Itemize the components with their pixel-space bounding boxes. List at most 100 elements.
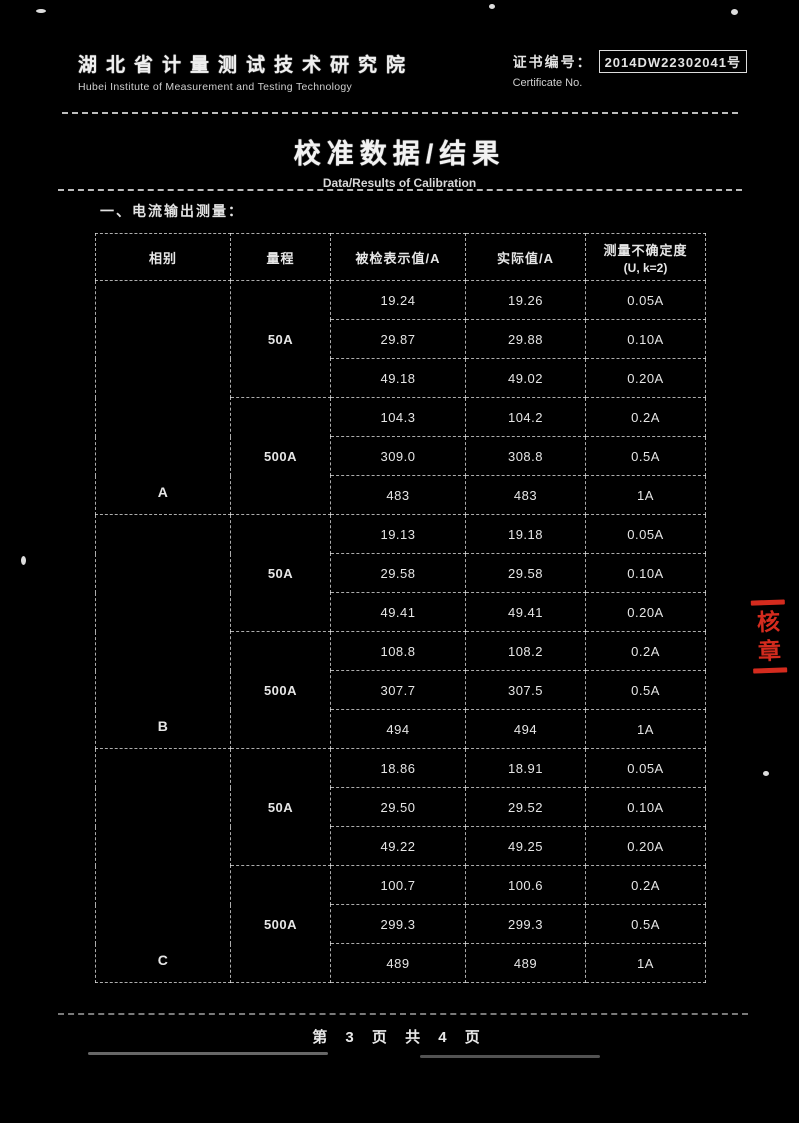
scan-noise [21, 556, 26, 565]
issuer-name-en: Hubei Institute of Measurement and Testi… [78, 81, 353, 93]
indicated-value: 19.24 [330, 280, 466, 320]
header-uncertainty-line2: (U, k=2) [623, 260, 668, 275]
indicated-value: 29.50 [330, 787, 466, 827]
indicated-value: 49.41 [330, 592, 466, 632]
range-cell: 50A [230, 748, 331, 866]
header-uncertainty-line1: 测量不确定度 [603, 242, 688, 258]
actual-value: 29.52 [465, 787, 586, 827]
actual-value: 307.5 [465, 670, 586, 710]
table-row: 500A 100.7 100.6 0.2A [96, 865, 706, 983]
actual-value: 29.58 [465, 553, 586, 593]
uncertainty-value: 0.5A [585, 904, 706, 944]
actual-value: 49.41 [465, 592, 586, 632]
actual-value: 19.18 [465, 514, 586, 554]
indicated-value: 19.13 [330, 514, 466, 554]
actual-value: 108.2 [465, 631, 586, 671]
uncertainty-value: 1A [585, 475, 706, 515]
range-cell: 500A [230, 397, 331, 515]
actual-value: 494 [465, 709, 586, 749]
actual-value: 104.2 [465, 397, 586, 437]
header-phase: 相别 [95, 233, 231, 281]
indicated-value: 299.3 [330, 904, 466, 944]
uncertainty-value: 0.2A [585, 631, 706, 671]
actual-value: 19.26 [465, 280, 586, 320]
uncertainty-value: 0.05A [585, 280, 706, 320]
table-row: 489 489 1A [96, 943, 706, 983]
indicated-value: 18.86 [330, 748, 466, 788]
scan-noise [88, 1052, 328, 1055]
table-row: 500A 104.3 104.2 0.2A [96, 397, 706, 515]
uncertainty-value: 0.10A [585, 553, 706, 593]
uncertainty-value: 0.10A [585, 319, 706, 359]
uncertainty-value: 1A [585, 943, 706, 983]
title-block: 校准数据/结果 Data/Results of Calibration [0, 132, 799, 190]
table-row: 299.3 299.3 0.5A [96, 904, 706, 944]
phase-cell-c: C [95, 748, 231, 983]
indicated-value: 307.7 [330, 670, 466, 710]
indicated-value: 29.87 [330, 319, 466, 359]
indicated-value: 29.58 [330, 553, 466, 593]
uncertainty-value: 0.05A [585, 748, 706, 788]
issuer-name-cn: 湖北省计量测试技术研究院 [78, 55, 415, 76]
indicated-value: 483 [330, 475, 466, 515]
table-row: 483 483 1A [96, 475, 706, 515]
table-row: 49.41 49.41 0.20A [96, 592, 706, 632]
scan-noise [420, 1055, 600, 1058]
actual-value: 49.25 [465, 826, 586, 866]
actual-value: 483 [465, 475, 586, 515]
table-row: 500A 108.8 108.2 0.2A [96, 631, 706, 749]
actual-value: 299.3 [465, 904, 586, 944]
scan-noise [489, 4, 495, 9]
section-label: 一、电流输出测量： [100, 203, 244, 219]
actual-value: 100.6 [465, 865, 586, 905]
table-row: 29.87 29.88 0.10A [96, 319, 706, 359]
page-title-en: Data/Results of Calibration [322, 176, 477, 190]
indicated-value: 489 [330, 943, 466, 983]
uncertainty-value: 0.10A [585, 787, 706, 827]
header-range: 量程 [230, 233, 331, 281]
page-number: 第 3 页 共 4 页 [312, 1029, 487, 1046]
footer-divider [58, 1013, 748, 1015]
uncertainty-value: 0.05A [585, 514, 706, 554]
indicated-value: 49.18 [330, 358, 466, 398]
uncertainty-value: 0.5A [585, 670, 706, 710]
header-divider [62, 112, 738, 114]
indicated-value: 100.7 [330, 865, 466, 905]
phase-cell-a: A [95, 280, 231, 515]
calibration-data-table: 相别 量程 被检表示值/A 实际值/A 测量不确定度 (U, k=2) A 50… [95, 233, 706, 983]
actual-value: 308.8 [465, 436, 586, 476]
range-cell: 500A [230, 865, 331, 983]
scan-noise [763, 771, 769, 776]
document-header: 湖北省计量测试技术研究院 Hubei Institute of Measurem… [78, 50, 747, 93]
table-row: 309.0 308.8 0.5A [96, 436, 706, 476]
uncertainty-value: 0.2A [585, 865, 706, 905]
actual-value: 49.02 [465, 358, 586, 398]
certificate-number-label-en: Certificate No. [512, 77, 583, 89]
actual-value: 489 [465, 943, 586, 983]
actual-value: 18.91 [465, 748, 586, 788]
range-cell: 50A [230, 514, 331, 632]
stamp-character: 章 [757, 637, 782, 665]
range-cell: 50A [230, 280, 331, 398]
stamp-character: 核 [756, 608, 781, 636]
uncertainty-value: 0.5A [585, 436, 706, 476]
table-row: 494 494 1A [96, 709, 706, 749]
title-divider [58, 189, 742, 191]
certificate-number-block: 证书编号： 2014DW22302041号 Certificate No. [513, 50, 747, 89]
table-row: A 50A 19.24 19.26 0.05A [95, 280, 706, 515]
uncertainty-value: 0.2A [585, 397, 706, 437]
certificate-number-value: 2014DW22302041号 [598, 50, 747, 73]
indicated-value: 49.22 [330, 826, 466, 866]
header-indicated-value: 被检表示值/A [330, 233, 466, 281]
header-uncertainty: 测量不确定度 (U, k=2) [585, 233, 706, 281]
uncertainty-value: 0.20A [585, 826, 706, 866]
uncertainty-value: 0.20A [585, 592, 706, 632]
stamp-bar-bottom [753, 667, 788, 674]
page-title: 校准数据/结果 [293, 139, 506, 169]
table-row: 307.7 307.5 0.5A [96, 670, 706, 710]
table-row: 29.58 29.58 0.10A [96, 553, 706, 593]
uncertainty-value: 1A [585, 709, 706, 749]
stamp-bar-top [750, 599, 785, 606]
table-row: 49.18 49.02 0.20A [96, 358, 706, 398]
